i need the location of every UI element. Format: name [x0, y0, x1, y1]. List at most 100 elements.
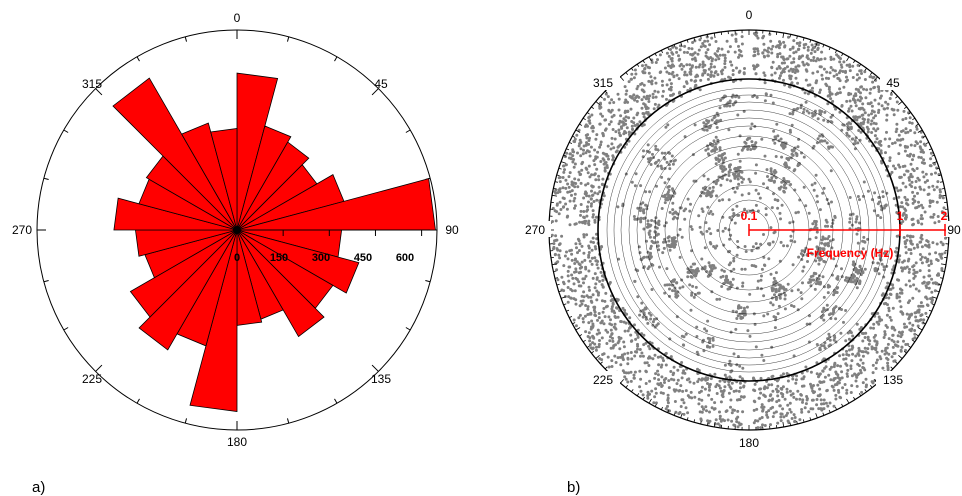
scatter-point	[682, 209, 686, 213]
scatter-point	[593, 256, 597, 260]
scatter-point	[787, 69, 791, 73]
scatter-point	[781, 143, 785, 147]
scatter-point	[669, 94, 672, 97]
scatter-point	[914, 287, 918, 291]
scatter-point	[754, 65, 758, 69]
scatter-point	[845, 349, 848, 353]
scatter-angle-tick	[931, 154, 935, 157]
scatter-point	[846, 331, 850, 335]
scatter-point	[719, 389, 723, 393]
scatter-angle-tick	[802, 419, 805, 423]
scatter-point	[916, 245, 920, 249]
scatter-point	[757, 396, 761, 400]
scatter-point	[682, 401, 686, 405]
scatter-point	[613, 322, 617, 326]
scatter-point	[723, 226, 727, 230]
scatter-angle-tick	[928, 148, 932, 151]
scatter-point	[826, 404, 830, 408]
scatter-point	[754, 242, 758, 246]
scatter-point	[646, 321, 650, 325]
scatter-point	[854, 220, 858, 224]
scatter-point	[575, 246, 578, 250]
scatter-point	[589, 197, 593, 201]
scatter-point	[844, 69, 847, 73]
scatter-point	[598, 357, 602, 361]
scatter-point	[566, 214, 570, 218]
scatter-point	[648, 235, 652, 239]
scatter-point	[731, 73, 735, 77]
scatter-point	[878, 254, 882, 257]
scatter-point	[763, 81, 767, 85]
scatter-point	[804, 204, 808, 208]
scatter-point	[835, 291, 839, 294]
scatter-point	[818, 139, 822, 143]
scatter-point	[933, 162, 936, 166]
scatter-point	[719, 98, 723, 102]
scatter-point	[645, 225, 649, 229]
scatter-point	[682, 412, 686, 416]
scatter-point	[724, 276, 728, 280]
scatter-point	[596, 318, 599, 322]
scatter-angle-tick	[558, 290, 562, 293]
scatter-point	[918, 185, 922, 189]
scatter-point	[808, 280, 812, 284]
scatter-point	[859, 130, 863, 134]
scatter-point	[820, 50, 824, 54]
scatter-point	[798, 44, 801, 48]
scatter-point	[642, 90, 646, 94]
scatter-point	[795, 154, 799, 158]
scatter-point	[845, 372, 849, 376]
scatter-point	[552, 245, 556, 249]
scatter-point	[654, 95, 658, 99]
scatter-point	[579, 213, 582, 217]
scatter-point	[643, 67, 647, 70]
scatter-angle-tick	[932, 296, 938, 299]
scatter-point	[810, 183, 814, 187]
scatter-point	[836, 76, 840, 80]
scatter-point	[674, 46, 678, 50]
scatter-point	[707, 227, 711, 231]
scatter-point	[740, 180, 744, 184]
scatter-angle-tick	[936, 290, 940, 293]
scatter-point	[576, 251, 579, 255]
scatter-point	[803, 406, 807, 410]
scatter-point	[706, 147, 710, 151]
scatter-angle-tick	[604, 90, 608, 94]
scatter-point	[777, 398, 781, 402]
scatter-point	[871, 363, 875, 367]
scatter-point	[787, 180, 791, 184]
scatter-point	[602, 322, 606, 326]
scatter-point	[590, 189, 593, 193]
scatter-point	[899, 175, 903, 179]
scatter-point	[576, 151, 579, 155]
scatter-point	[595, 198, 599, 202]
scatter-point	[732, 80, 735, 84]
scatter-point	[935, 273, 939, 277]
scatter-point	[816, 251, 820, 255]
scatter-point	[838, 91, 842, 95]
scatter-point	[857, 364, 861, 368]
scatter-point	[776, 198, 780, 202]
scatter-point	[669, 85, 673, 89]
scatter-point	[848, 63, 852, 67]
scatter-point	[818, 380, 822, 384]
scatter-point	[715, 126, 719, 129]
scatter-point	[706, 121, 710, 124]
scatter-point	[915, 167, 919, 170]
scatter-point	[730, 381, 734, 385]
scatter-point	[566, 182, 570, 186]
scatter-point	[718, 158, 722, 162]
scatter-point	[690, 293, 694, 297]
scatter-point	[771, 303, 775, 307]
scatter-point	[848, 69, 852, 73]
scatter-point	[862, 120, 866, 124]
scatter-point	[863, 368, 867, 372]
scatter-point	[680, 361, 684, 364]
scatter-point	[562, 170, 566, 174]
scatter-angle-tick	[620, 379, 625, 384]
scatter-point	[779, 137, 783, 141]
scatter-angle-tick	[586, 112, 590, 115]
scatter-point	[650, 389, 654, 393]
scatter-point	[574, 242, 578, 246]
scatter-point	[672, 159, 676, 163]
